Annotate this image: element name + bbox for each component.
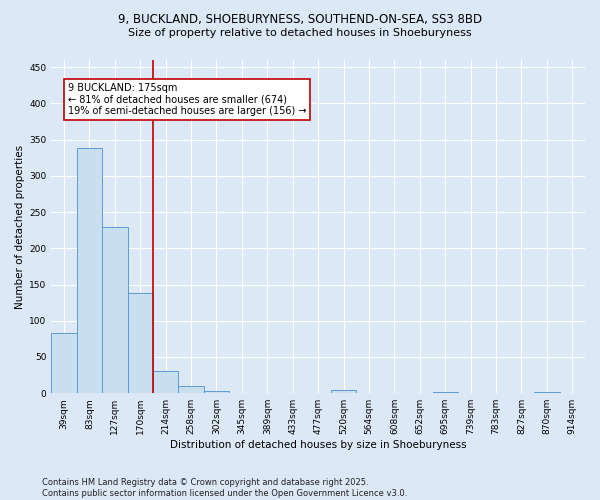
Y-axis label: Number of detached properties: Number of detached properties	[15, 144, 25, 308]
Text: 9, BUCKLAND, SHOEBURYNESS, SOUTHEND-ON-SEA, SS3 8BD: 9, BUCKLAND, SHOEBURYNESS, SOUTHEND-ON-S…	[118, 12, 482, 26]
X-axis label: Distribution of detached houses by size in Shoeburyness: Distribution of detached houses by size …	[170, 440, 466, 450]
Bar	[204, 391, 229, 393]
Text: 9 BUCKLAND: 175sqm
← 81% of detached houses are smaller (674)
19% of semi-detach: 9 BUCKLAND: 175sqm ← 81% of detached hou…	[68, 83, 306, 116]
Text: Contains HM Land Registry data © Crown copyright and database right 2025.
Contai: Contains HM Land Registry data © Crown c…	[42, 478, 407, 498]
Bar	[77, 148, 102, 393]
Bar	[153, 372, 178, 393]
Bar	[128, 293, 153, 393]
Bar	[433, 392, 458, 393]
Bar	[51, 333, 77, 393]
Bar	[534, 392, 560, 393]
Bar	[331, 390, 356, 393]
Bar	[102, 228, 128, 393]
Text: Size of property relative to detached houses in Shoeburyness: Size of property relative to detached ho…	[128, 28, 472, 38]
Bar	[178, 386, 204, 393]
